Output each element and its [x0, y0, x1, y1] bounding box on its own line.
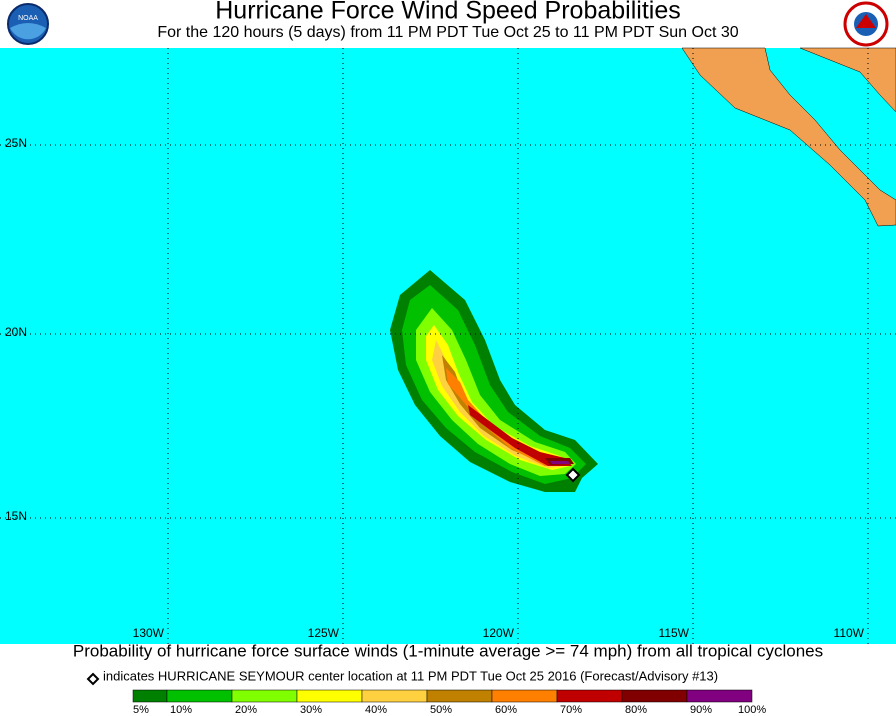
land	[681, 47, 896, 227]
lon-label: 120W	[483, 626, 515, 640]
legend-label: 20%	[235, 704, 257, 716]
legend-label: 5%	[133, 704, 149, 716]
svg-text:NOAA: NOAA	[18, 15, 38, 22]
legend-swatch	[686, 689, 753, 703]
storm-center	[565, 467, 581, 483]
legend: 5% 10% 20% 30% 40% 50% 60% 70% 80% 90% 100%	[132, 689, 766, 716]
legend-label: 90%	[690, 704, 712, 716]
legend-label: 100%	[738, 704, 766, 716]
title: Hurricane Force Wind Speed Probabilities	[215, 0, 681, 25]
lon-label: 130W	[133, 626, 165, 640]
legend-swatch	[296, 689, 363, 703]
legend-swatch	[491, 689, 558, 703]
contour	[442, 355, 560, 464]
nws-logo	[843, 1, 889, 47]
lat-label: 15N	[5, 509, 27, 523]
legend-swatch	[361, 689, 428, 703]
lon-label: 125W	[308, 626, 340, 640]
legend-label: 40%	[365, 704, 387, 716]
legend-label: 80%	[625, 704, 647, 716]
lon-label: 115W	[659, 626, 690, 640]
lon-label: 110W	[834, 626, 865, 640]
contour	[432, 340, 566, 468]
caption: Probability of hurricane force surface w…	[73, 641, 823, 660]
subtitle: For the 120 hours (5 days) from 11 PM PD…	[157, 24, 738, 41]
legend-swatch	[426, 689, 493, 703]
legend-swatch	[132, 689, 168, 703]
probability-contours	[390, 270, 598, 492]
note: indicates HURRICANE SEYMOUR center locat…	[103, 668, 718, 683]
noaa-logo: NOAA	[7, 3, 49, 45]
legend-label: 60%	[495, 704, 517, 716]
legend-swatch	[621, 689, 688, 703]
lat-label: 25N	[5, 136, 27, 150]
lat-label: 20N	[5, 325, 27, 339]
legend-label: 10%	[170, 704, 192, 716]
legend-label: 70%	[560, 704, 582, 716]
legend-label: 50%	[430, 704, 452, 716]
legend-swatch	[166, 689, 233, 703]
center-symbol	[86, 672, 100, 686]
contour	[550, 461, 570, 464]
contour	[416, 308, 576, 476]
legend-label: 30%	[300, 704, 322, 716]
legend-swatch	[231, 689, 298, 703]
legend-swatch	[556, 689, 623, 703]
